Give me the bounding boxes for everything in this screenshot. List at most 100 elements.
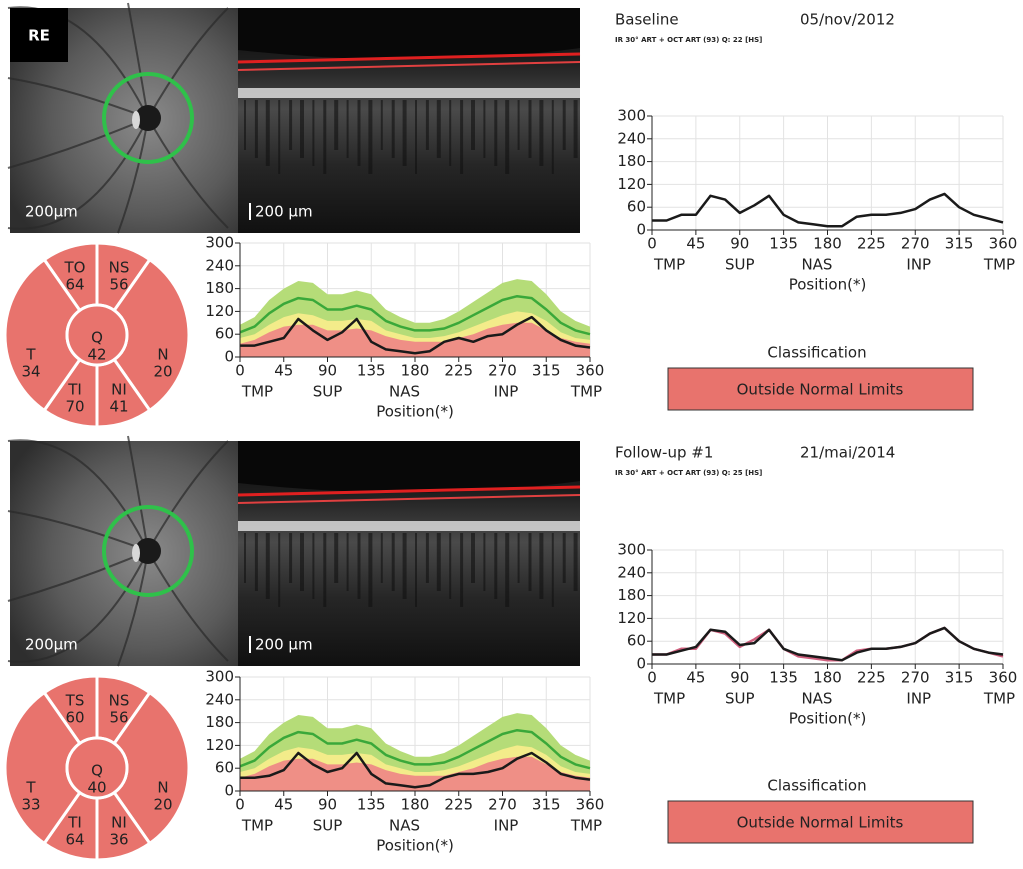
sector-label: NS	[109, 692, 130, 710]
x-axis-label: Position(*)	[789, 276, 867, 294]
region-label: SUP	[725, 690, 755, 708]
center-label: Q	[91, 762, 103, 780]
sector-value: 64	[65, 831, 84, 849]
x-tick-label: 360	[576, 362, 605, 380]
x-tick-label: 0	[235, 796, 245, 814]
center-label: Q	[91, 329, 103, 347]
disc-rim	[132, 544, 140, 562]
x-tick-label: 270	[901, 669, 930, 687]
y-tick-label: 180	[205, 713, 234, 731]
x-tick-label: 270	[488, 362, 517, 380]
y-tick-label: 300	[205, 668, 234, 686]
classification-title: Classification	[767, 777, 866, 795]
x-tick-label: 360	[989, 235, 1018, 253]
x-tick-label: 90	[730, 235, 749, 253]
x-tick-label: 225	[857, 669, 886, 687]
sector-label: NI	[111, 381, 127, 399]
x-tick-label: 315	[532, 796, 561, 814]
sector-label: N	[157, 779, 168, 797]
x-tick-label: 45	[274, 362, 293, 380]
report: 200µm200 µmTO64NS56N20NI41TI70T34Q42Base…	[0, 0, 1023, 869]
region-label: TMP	[241, 817, 273, 835]
region-label: INP	[906, 256, 931, 274]
x-tick-label: 135	[357, 796, 386, 814]
x-tick-label: 135	[769, 235, 798, 253]
y-tick-label: 0	[224, 348, 234, 366]
sector-value: 56	[109, 276, 128, 294]
region-label: SUP	[313, 383, 343, 401]
region-label: INP	[494, 817, 519, 835]
region-label: INP	[906, 690, 931, 708]
region-label: SUP	[725, 256, 755, 274]
region-label: TMP	[241, 383, 273, 401]
region-label: SUP	[313, 817, 343, 835]
x-tick-label: 0	[235, 362, 245, 380]
region-label: NAS	[389, 383, 420, 401]
x-tick-label: 135	[769, 669, 798, 687]
scan-info: IR 30° ART + OCT ART (93) Q: 22 [HS]	[615, 36, 762, 44]
region-label: INP	[494, 383, 519, 401]
y-tick-label: 240	[205, 256, 234, 274]
x-tick-label: 360	[989, 669, 1018, 687]
x-tick-label: 225	[857, 235, 886, 253]
y-tick-label: 0	[636, 221, 646, 239]
x-tick-label: 135	[357, 362, 386, 380]
x-tick-label: 90	[730, 669, 749, 687]
center-value: 42	[87, 346, 106, 364]
region-label: NAS	[801, 256, 832, 274]
x-axis-label: Position(*)	[376, 403, 454, 421]
region-label: TMP	[653, 690, 685, 708]
y-tick-label: 120	[617, 175, 646, 193]
x-axis-label: Position(*)	[789, 710, 867, 728]
sector-label: T	[25, 779, 36, 797]
fundus-scale: 200µm	[25, 203, 78, 221]
oct-scale: 200 µm	[255, 636, 313, 654]
x-tick-label: 315	[945, 235, 974, 253]
y-tick-label: 240	[617, 129, 646, 147]
sector-label: TI	[67, 814, 82, 832]
y-tick-label: 0	[636, 655, 646, 673]
rpe-band	[238, 88, 580, 98]
fundus-scale: 200µm	[25, 636, 78, 654]
eye-label: RE	[28, 27, 50, 45]
sector-label: NI	[111, 814, 127, 832]
vitreous	[238, 8, 580, 60]
x-tick-label: 225	[444, 796, 473, 814]
region-label: TMP	[653, 256, 685, 274]
y-tick-label: 60	[627, 198, 646, 216]
classification: Outside Normal Limits	[737, 381, 904, 399]
sector-value: 70	[65, 398, 84, 416]
exam-date: 21/mai/2014	[800, 444, 895, 462]
x-tick-label: 0	[647, 669, 657, 687]
sector-value: 34	[21, 363, 40, 381]
x-tick-label: 180	[813, 235, 842, 253]
fundus-image	[10, 441, 238, 666]
classification: Outside Normal Limits	[737, 814, 904, 832]
region-label: TMP	[570, 817, 602, 835]
x-axis-label: Position(*)	[376, 837, 454, 855]
sector-value: 36	[109, 831, 128, 849]
sector-label: N	[157, 346, 168, 364]
y-tick-label: 300	[617, 541, 646, 559]
oct-scale: 200 µm	[255, 203, 313, 221]
region-label: TMP	[983, 690, 1015, 708]
y-tick-label: 180	[617, 152, 646, 170]
sector-label: TS	[65, 692, 85, 710]
y-tick-label: 180	[617, 586, 646, 604]
sector-value: 60	[65, 709, 84, 727]
sector-value: 20	[153, 796, 172, 814]
region-label: TMP	[983, 256, 1015, 274]
region-label: TMP	[570, 383, 602, 401]
sector-value: 64	[65, 276, 84, 294]
y-tick-label: 0	[224, 782, 234, 800]
sector-label: NS	[109, 259, 130, 277]
sector-label: TI	[67, 381, 82, 399]
x-tick-label: 270	[488, 796, 517, 814]
x-tick-label: 45	[274, 796, 293, 814]
y-tick-label: 120	[205, 736, 234, 754]
exam-title: Baseline	[615, 11, 679, 29]
x-tick-label: 315	[945, 669, 974, 687]
x-tick-label: 225	[444, 362, 473, 380]
region-label: NAS	[389, 817, 420, 835]
x-tick-label: 90	[318, 796, 337, 814]
